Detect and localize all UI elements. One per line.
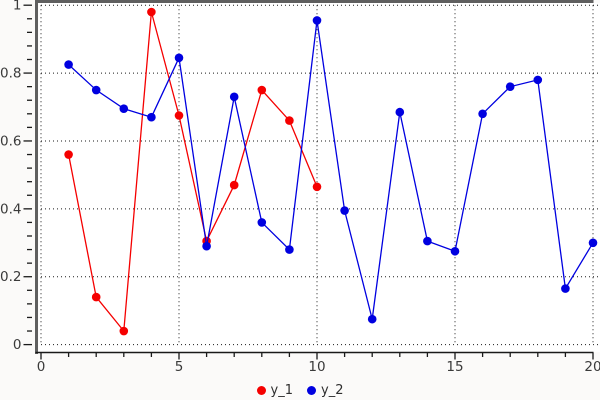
data-point-y_2 [478,109,487,119]
data-point-y_2 [119,104,129,114]
data-point-y_1 [64,150,73,159]
data-point-y_2 [450,246,460,256]
x-axis-tick-label: 10 [308,359,325,375]
data-point-y_1 [257,85,267,95]
data-point-y_2 [423,236,432,246]
y-axis-tick-label: 0.8 [0,66,21,82]
data-point-y_2 [533,75,543,85]
data-point-y_2 [505,82,515,91]
data-point-y_2 [147,112,156,122]
x-axis-tick-label: 5 [175,359,184,375]
legend-label-y1: y_1 [270,382,293,398]
data-point-y_2 [367,314,377,324]
plot-area [38,3,600,352]
data-point-y_2 [312,16,322,25]
data-point-y_1 [91,292,101,302]
data-point-y_2 [257,218,267,227]
data-point-y_1 [147,7,156,17]
x-axis-tick-label: 0 [37,359,46,375]
data-point-y_2 [64,60,73,69]
y-axis-tick-label: 0.2 [0,269,21,285]
data-point-y_1 [285,116,294,125]
data-point-y_2 [202,241,211,251]
series-line-y_1 [67,11,318,333]
legend-marker-y1-icon [256,385,266,395]
y-axis-tick-label: 0 [13,337,22,353]
chart-legend: y_1 y_2 [0,381,600,399]
legend-item-y2: y_2 [307,384,343,397]
legend-item-y1: y_1 [256,382,293,398]
data-point-y_2 [229,92,239,102]
legend-label-y2: y_2 [321,382,344,398]
data-point-y_2 [91,85,101,95]
x-axis-tick-label: 15 [446,359,463,375]
series-line-y_2 [68,20,594,320]
data-point-y_1 [119,326,129,336]
data-point-y_1 [312,182,322,192]
x-axis-tick-label: 20 [584,359,600,375]
data-point-y_2 [340,206,349,215]
data-point-y_2 [561,284,570,293]
y-axis-tick-label: 1 [13,0,22,14]
data-point-y_2 [588,238,598,248]
y-axis-tick-label: 0.6 [0,133,21,149]
data-point-y_1 [174,111,184,120]
data-point-y_1 [229,180,239,190]
legend-marker-y2-icon [307,385,316,395]
y-axis-tick-label: 0.4 [0,201,21,217]
data-point-y_2 [174,53,184,63]
data-point-y_2 [395,107,405,117]
data-point-y_2 [285,245,294,254]
